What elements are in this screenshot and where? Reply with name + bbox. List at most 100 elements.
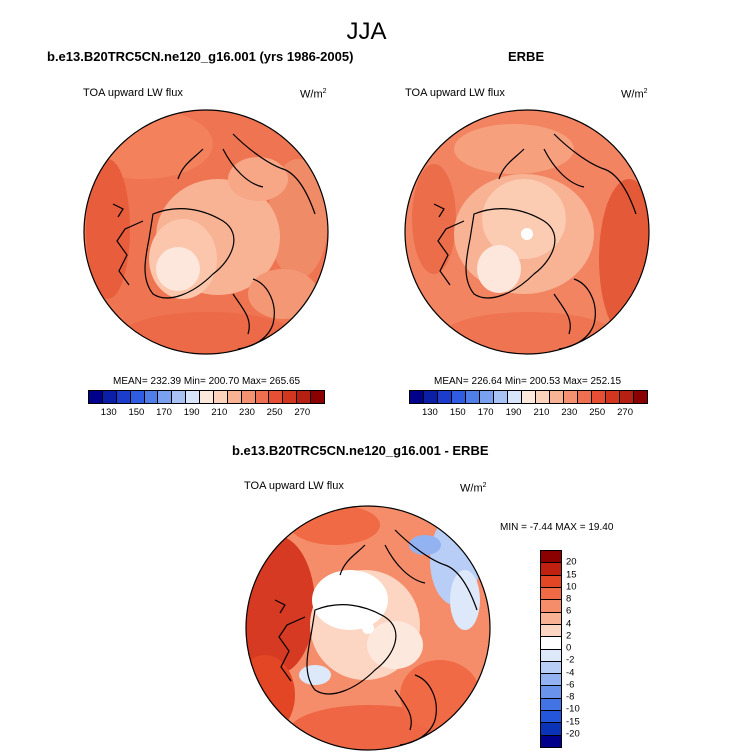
panel-2-coastlines	[433, 133, 637, 350]
colorbar-swatch	[130, 391, 145, 403]
colorbar-swatch	[541, 686, 561, 699]
panel-2-variable: TOA upward LW flux	[405, 87, 505, 99]
colorbar-swatch	[508, 391, 522, 403]
colorbar-swatch	[283, 391, 298, 403]
colorbar-swatch	[89, 391, 103, 403]
panel-3-title: b.e13.B20TRC5CN.ne120_g16.001 - ERBE	[232, 443, 489, 458]
colorbar-tick-label: 20	[566, 556, 577, 568]
colorbar-swatch	[102, 391, 117, 403]
colorbar-tick-label: 15	[566, 569, 577, 580]
colorbar-tick-label: 4	[566, 618, 572, 629]
colorbar-swatch	[144, 391, 159, 403]
colorbar-swatch	[494, 391, 508, 403]
panel-1-colorbar	[88, 390, 325, 404]
panel-2-stats: MEAN= 226.64 Min= 200.53 Max= 252.15	[434, 376, 622, 387]
colorbar-swatch	[550, 391, 564, 403]
colorbar-swatch	[116, 391, 131, 403]
colorbar-tick-label: 170	[477, 407, 494, 418]
colorbar-swatch	[578, 391, 592, 403]
colorbar-tick-label: 250	[266, 407, 283, 418]
panel-3-variable: TOA upward LW flux	[244, 480, 344, 492]
panel-3-colorbar-labels: 20 15 10 8 6 4 2 0 -2 -4 -6 -8 -10 -15 -20	[566, 550, 606, 746]
colorbar-swatch	[541, 575, 561, 588]
colorbar-swatch	[541, 735, 561, 747]
colorbar-tick-label: 2	[566, 630, 572, 642]
colorbar-swatch	[564, 391, 578, 403]
colorbar-tick-label: -4	[566, 667, 575, 678]
panel-1-units: W/m2	[300, 88, 327, 101]
panel-1-coastlines	[112, 133, 316, 350]
colorbar-swatch	[541, 698, 561, 712]
colorbar-tick-label: 230	[561, 407, 578, 418]
colorbar-swatch	[541, 723, 561, 736]
colorbar-swatch	[438, 391, 452, 403]
colorbar-swatch	[541, 612, 561, 625]
panel-2-field	[405, 110, 649, 354]
panel-3-polar-map	[245, 505, 491, 751]
panel-2-colorbar-labels: 130 150 170 190 210 230 250 270	[409, 407, 646, 419]
colorbar-swatch	[541, 600, 561, 613]
colorbar-swatch	[424, 391, 438, 403]
colorbar-tick-label: 250	[589, 407, 606, 418]
colorbar-swatch	[541, 711, 561, 724]
panel-3-stats: MIN = -7.44 MAX = 19.40	[500, 522, 614, 533]
colorbar-tick-label: 6	[566, 605, 572, 617]
colorbar-swatch	[541, 649, 561, 662]
colorbar-tick-label: -10	[566, 703, 580, 715]
panel-1-colorbar-labels: 130 150 170 190 210 230 250 270	[88, 407, 323, 419]
colorbar-tick-label: 130	[421, 407, 438, 418]
colorbar-swatch	[186, 391, 200, 403]
panel-1-stats: MEAN= 232.39 Min= 200.70 Max= 265.65	[113, 376, 301, 387]
colorbar-swatch	[606, 391, 620, 403]
panel-2-pole-hole	[521, 228, 533, 240]
colorbar-swatch	[466, 391, 480, 403]
colorbar-swatch	[541, 624, 561, 638]
panel-1-variable: TOA upward LW flux	[83, 87, 183, 99]
colorbar-tick-label: -6	[566, 679, 575, 691]
colorbar-tick-label: 190	[505, 407, 522, 418]
colorbar-swatch	[541, 551, 561, 564]
panel-2-polar-map	[404, 109, 650, 355]
panel-3-colorbar	[540, 550, 562, 748]
colorbar-swatch	[480, 391, 494, 403]
colorbar-tick-label: 150	[128, 407, 145, 418]
colorbar-swatch	[536, 391, 550, 403]
colorbar-tick-label: 0	[566, 642, 572, 654]
colorbar-swatch	[541, 587, 561, 601]
colorbar-swatch	[541, 563, 561, 576]
colorbar-tick-label: 230	[239, 407, 255, 418]
panel-3-units-base: W/m	[460, 482, 483, 495]
colorbar-swatch	[297, 391, 311, 403]
panel-1-title: b.e13.B20TRC5CN.ne120_g16.001 (yrs 1986-…	[47, 49, 354, 64]
colorbar-swatch	[452, 391, 466, 403]
colorbar-swatch	[200, 391, 214, 403]
colorbar-tick-label: 8	[566, 593, 572, 605]
colorbar-swatch	[541, 637, 561, 650]
colorbar-swatch	[311, 391, 324, 403]
colorbar-swatch	[634, 391, 647, 403]
colorbar-tick-label: 130	[100, 407, 117, 418]
colorbar-tick-label: 170	[156, 407, 172, 418]
panel-3-units: W/m2	[460, 482, 487, 495]
colorbar-tick-label: -8	[566, 691, 575, 703]
colorbar-swatch	[213, 391, 228, 403]
panel-3-pole-hole	[362, 622, 374, 634]
colorbar-swatch	[410, 391, 424, 403]
colorbar-swatch	[255, 391, 270, 403]
colorbar-tick-label: 270	[294, 407, 311, 418]
colorbar-tick-label: 210	[533, 407, 550, 418]
panel-3-units-exp: 2	[482, 482, 487, 489]
colorbar-tick-label: -2	[566, 654, 575, 666]
panel-2-title: ERBE	[508, 49, 545, 64]
panel-1-field	[84, 110, 328, 354]
colorbar-swatch	[592, 391, 606, 403]
colorbar-swatch	[620, 391, 634, 403]
colorbar-tick-label: -15	[566, 716, 580, 727]
colorbar-swatch	[158, 391, 173, 403]
colorbar-tick-label: 270	[617, 407, 634, 418]
panel-2-units-exp: 2	[643, 88, 648, 95]
colorbar-tick-label: 10	[566, 581, 577, 593]
panel-1-units-base: W/m	[300, 88, 323, 101]
colorbar-swatch	[541, 661, 561, 675]
colorbar-tick-label: 150	[449, 407, 466, 418]
